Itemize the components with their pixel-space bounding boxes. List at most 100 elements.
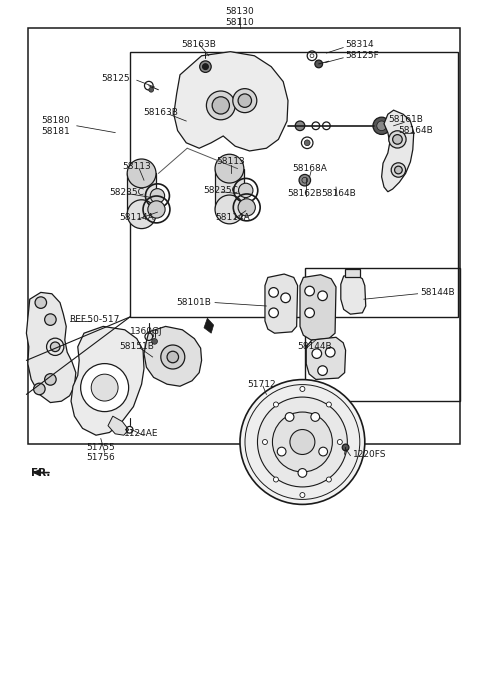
Circle shape (295, 121, 305, 131)
Text: 58101B: 58101B (176, 298, 211, 307)
Circle shape (342, 444, 349, 451)
Circle shape (91, 374, 118, 401)
Polygon shape (300, 275, 336, 340)
Text: 58113: 58113 (122, 162, 151, 171)
Circle shape (373, 117, 390, 135)
Text: FR.: FR. (31, 468, 50, 477)
Circle shape (239, 183, 253, 198)
Circle shape (337, 439, 342, 445)
Text: 58125F: 58125F (346, 51, 379, 61)
Text: 58130
58110: 58130 58110 (226, 7, 254, 27)
Circle shape (274, 402, 278, 407)
Circle shape (311, 413, 320, 422)
Circle shape (206, 91, 235, 120)
Circle shape (300, 492, 305, 498)
Circle shape (149, 87, 154, 92)
Circle shape (377, 121, 386, 131)
Circle shape (315, 60, 323, 68)
Text: REF.50-517: REF.50-517 (70, 315, 120, 324)
Circle shape (304, 140, 310, 146)
Circle shape (263, 439, 267, 445)
Circle shape (215, 195, 244, 224)
Circle shape (326, 477, 331, 482)
Circle shape (318, 291, 327, 301)
Circle shape (305, 308, 314, 318)
Text: 58144B: 58144B (298, 342, 332, 352)
Circle shape (152, 339, 157, 344)
Polygon shape (306, 337, 346, 379)
Circle shape (215, 154, 244, 183)
Text: 58114A: 58114A (216, 213, 250, 222)
Bar (215, 169, 244, 209)
Text: 58163B: 58163B (182, 39, 216, 49)
Circle shape (150, 188, 165, 203)
Circle shape (395, 166, 402, 174)
Circle shape (161, 345, 185, 369)
Circle shape (203, 64, 208, 69)
Circle shape (238, 94, 252, 107)
Bar (28, 28, 460, 444)
Text: 58314: 58314 (346, 39, 374, 49)
Text: 58162B: 58162B (288, 189, 322, 199)
Polygon shape (204, 318, 214, 333)
Circle shape (273, 412, 332, 472)
Text: 58163B: 58163B (144, 107, 178, 117)
Text: 58113: 58113 (216, 157, 245, 167)
Circle shape (269, 288, 278, 297)
Polygon shape (341, 274, 366, 314)
Circle shape (81, 364, 129, 411)
Circle shape (45, 314, 56, 325)
Bar (130, 52, 458, 317)
Circle shape (35, 297, 47, 308)
Circle shape (277, 447, 286, 456)
Circle shape (326, 402, 331, 407)
Polygon shape (71, 326, 144, 435)
Circle shape (45, 374, 56, 385)
Text: 58161B: 58161B (388, 114, 423, 124)
Circle shape (148, 201, 165, 218)
Text: 58235C: 58235C (204, 186, 238, 195)
Circle shape (281, 293, 290, 303)
Bar (305, 268, 460, 401)
Circle shape (240, 379, 365, 505)
Polygon shape (382, 110, 414, 192)
Text: 58144B: 58144B (420, 288, 455, 297)
Text: 1124AE: 1124AE (124, 429, 159, 439)
Circle shape (233, 88, 257, 113)
Text: 58125: 58125 (101, 73, 130, 83)
Text: 1360GJ: 1360GJ (130, 326, 163, 336)
Text: 51755
51756: 51755 51756 (86, 443, 115, 462)
Circle shape (312, 349, 322, 358)
Circle shape (389, 131, 406, 148)
Circle shape (305, 286, 314, 296)
Circle shape (319, 447, 327, 456)
Text: 1220FS: 1220FS (353, 449, 386, 459)
Circle shape (127, 159, 156, 188)
Text: 51712: 51712 (247, 379, 276, 389)
Text: 58151B: 58151B (120, 342, 154, 352)
Circle shape (200, 61, 211, 72)
Circle shape (391, 163, 406, 177)
Text: 58235C: 58235C (110, 188, 144, 197)
Circle shape (167, 352, 179, 362)
Circle shape (212, 97, 229, 114)
Circle shape (245, 385, 360, 499)
Circle shape (50, 342, 60, 352)
Text: 58168A: 58168A (292, 164, 327, 173)
Circle shape (274, 477, 278, 482)
Circle shape (238, 199, 255, 216)
Circle shape (298, 469, 307, 477)
Circle shape (127, 200, 156, 228)
Circle shape (393, 135, 402, 144)
Circle shape (269, 308, 278, 318)
Polygon shape (108, 416, 129, 435)
Circle shape (299, 175, 311, 186)
Circle shape (285, 413, 294, 422)
Circle shape (34, 384, 45, 394)
Circle shape (290, 430, 315, 454)
Polygon shape (144, 326, 202, 386)
Circle shape (325, 347, 335, 357)
Text: 58164B: 58164B (398, 126, 432, 135)
Text: 58164B: 58164B (321, 189, 356, 199)
Polygon shape (26, 292, 76, 403)
